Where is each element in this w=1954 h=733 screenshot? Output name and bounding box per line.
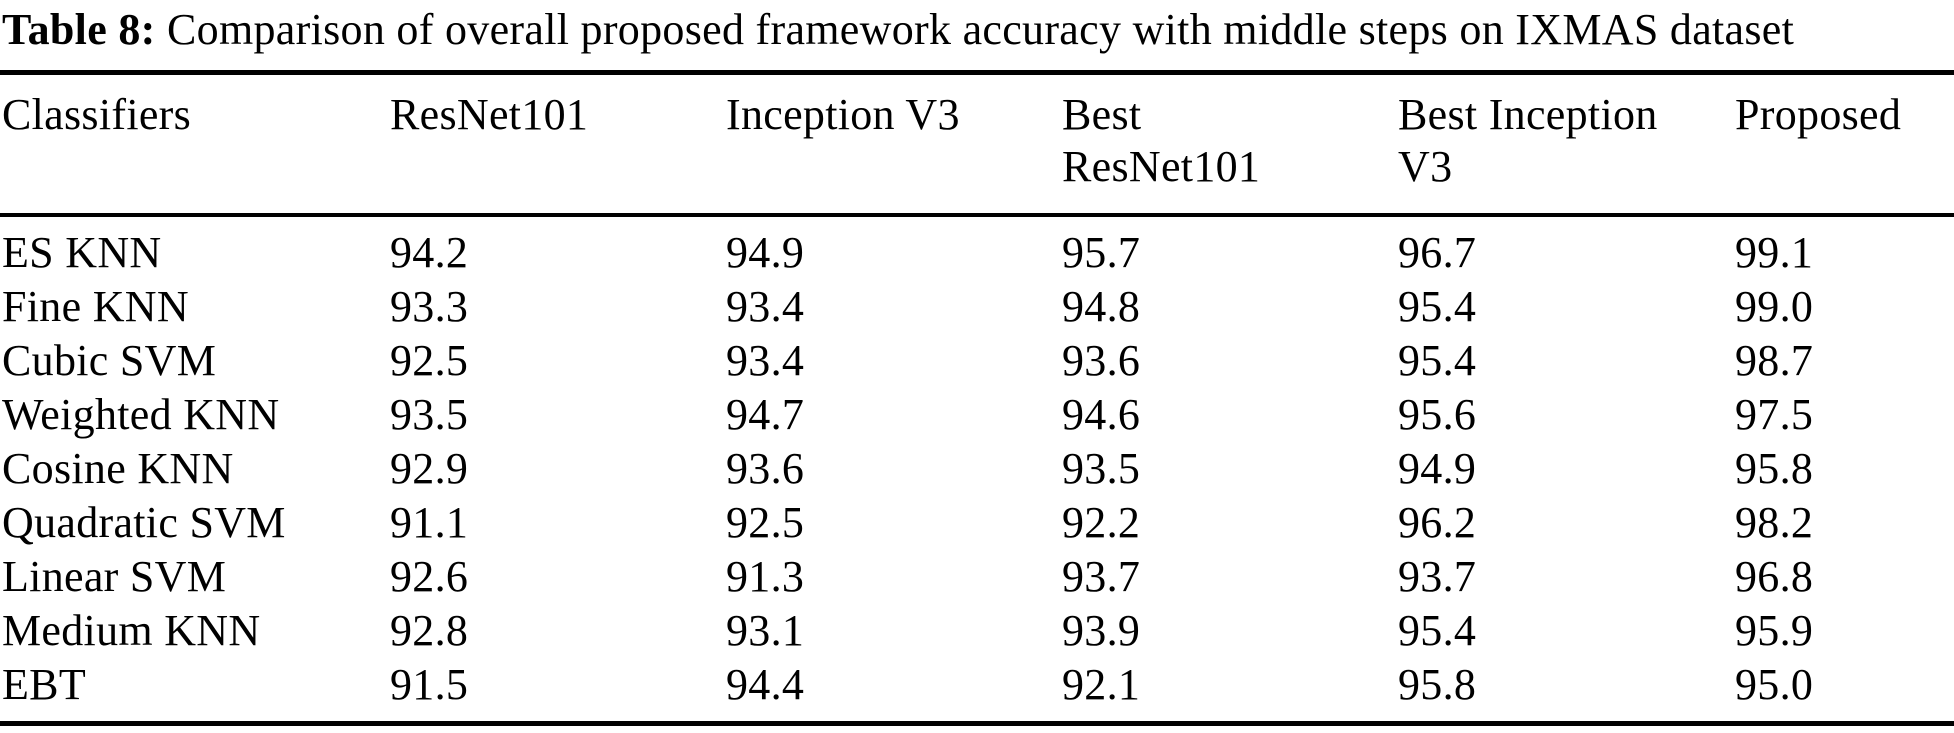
accuracy-value: 91.1 — [390, 497, 469, 547]
accuracy-value: 94.7 — [726, 389, 805, 439]
table-header: Classifiers ResNet101 Inception V3 Best … — [0, 72, 1954, 217]
accuracy-value: 94.8 — [1062, 281, 1141, 331]
table-row: Weighted KNN 93.5 94.7 94.6 95.6 97.5 — [0, 387, 1954, 441]
table-caption-text: Comparison of overall proposed framework… — [167, 5, 1795, 54]
column-header-best-resnet101: Best ResNet101 — [1062, 72, 1398, 217]
accuracy-value: 93.7 — [1062, 551, 1141, 601]
accuracy-value: 97.5 — [1735, 389, 1814, 439]
column-header-inception-v3: Inception V3 — [726, 72, 1062, 217]
accuracy-value: 94.2 — [390, 227, 469, 277]
classifier-name: Fine KNN — [2, 281, 189, 331]
accuracy-value: 95.4 — [1398, 335, 1477, 385]
accuracy-value: 92.2 — [1062, 497, 1141, 547]
accuracy-value: 96.7 — [1398, 227, 1477, 277]
column-header-classifiers: Classifiers — [0, 72, 390, 217]
accuracy-value: 99.0 — [1735, 281, 1814, 331]
classifier-name: EBT — [2, 659, 87, 709]
accuracy-value: 93.3 — [390, 281, 469, 331]
accuracy-value: 96.2 — [1398, 497, 1477, 547]
classifier-name: Quadratic SVM — [2, 497, 286, 547]
accuracy-value: 93.9 — [1062, 605, 1141, 655]
column-header-best-inception-v3-label: Best Inception V3 — [1398, 90, 1658, 191]
accuracy-value: 95.6 — [1398, 389, 1477, 439]
accuracy-value: 98.2 — [1735, 497, 1814, 547]
accuracy-value: 93.6 — [1062, 335, 1141, 385]
header-row: Classifiers ResNet101 Inception V3 Best … — [0, 72, 1954, 217]
accuracy-value: 95.0 — [1735, 659, 1814, 709]
accuracy-value: 94.6 — [1062, 389, 1141, 439]
column-header-best-resnet101-label: Best ResNet101 — [1062, 90, 1261, 191]
accuracy-value: 92.9 — [390, 443, 469, 493]
column-header-proposed: Proposed — [1735, 72, 1954, 217]
table-row: Linear SVM 92.6 91.3 93.7 93.7 96.8 — [0, 549, 1954, 603]
accuracy-value: 96.8 — [1735, 551, 1814, 601]
accuracy-value: 95.9 — [1735, 605, 1814, 655]
accuracy-value: 91.3 — [726, 551, 805, 601]
table-caption: Table 8: Comparison of overall proposed f… — [0, 0, 1954, 70]
accuracy-value: 99.1 — [1735, 227, 1814, 277]
accuracy-value: 94.9 — [1398, 443, 1477, 493]
table-row: Quadratic SVM 91.1 92.5 92.2 96.2 98.2 — [0, 495, 1954, 549]
accuracy-value: 93.7 — [1398, 551, 1477, 601]
accuracy-value: 93.4 — [726, 281, 805, 331]
classifier-name: Weighted KNN — [2, 389, 280, 439]
classifier-name: ES KNN — [2, 227, 162, 277]
classifier-name: Cosine KNN — [2, 443, 234, 493]
accuracy-value: 93.1 — [726, 605, 805, 655]
accuracy-value: 95.8 — [1398, 659, 1477, 709]
table-row: Medium KNN 92.8 93.1 93.9 95.4 95.9 — [0, 603, 1954, 657]
accuracy-value: 95.4 — [1398, 281, 1477, 331]
table-row: Fine KNN 93.3 93.4 94.8 95.4 99.0 — [0, 279, 1954, 333]
accuracy-value: 94.9 — [726, 227, 805, 277]
accuracy-value: 92.1 — [1062, 659, 1141, 709]
table-caption-label: Table 8: — [2, 5, 156, 54]
accuracy-value: 95.4 — [1398, 605, 1477, 655]
accuracy-value: 92.6 — [390, 551, 469, 601]
accuracy-value: 93.6 — [726, 443, 805, 493]
accuracy-value: 93.5 — [1062, 443, 1141, 493]
column-header-resnet101: ResNet101 — [390, 72, 726, 217]
accuracy-value: 92.5 — [726, 497, 805, 547]
table-row: Cosine KNN 92.9 93.6 93.5 94.9 95.8 — [0, 441, 1954, 495]
accuracy-value: 94.4 — [726, 659, 805, 709]
accuracy-value: 95.7 — [1062, 227, 1141, 277]
table-row: EBT 91.5 94.4 92.1 95.8 95.0 — [0, 657, 1954, 724]
accuracy-value: 93.5 — [390, 389, 469, 439]
accuracy-value: 95.8 — [1735, 443, 1814, 493]
table-body: ES KNN 94.2 94.9 95.7 96.7 99.1 Fine KNN… — [0, 215, 1954, 724]
column-header-best-inception-v3: Best Inception V3 — [1398, 72, 1735, 217]
classifier-name: Linear SVM — [2, 551, 227, 601]
classifier-name: Cubic SVM — [2, 335, 217, 385]
accuracy-value: 98.7 — [1735, 335, 1814, 385]
accuracy-value: 92.5 — [390, 335, 469, 385]
table-row: ES KNN 94.2 94.9 95.7 96.7 99.1 — [0, 215, 1954, 279]
accuracy-value: 93.4 — [726, 335, 805, 385]
classifier-name: Medium KNN — [2, 605, 261, 655]
accuracy-value: 92.8 — [390, 605, 469, 655]
results-table: Classifiers ResNet101 Inception V3 Best … — [0, 70, 1954, 726]
table-row: Cubic SVM 92.5 93.4 93.6 95.4 98.7 — [0, 333, 1954, 387]
accuracy-value: 91.5 — [390, 659, 469, 709]
